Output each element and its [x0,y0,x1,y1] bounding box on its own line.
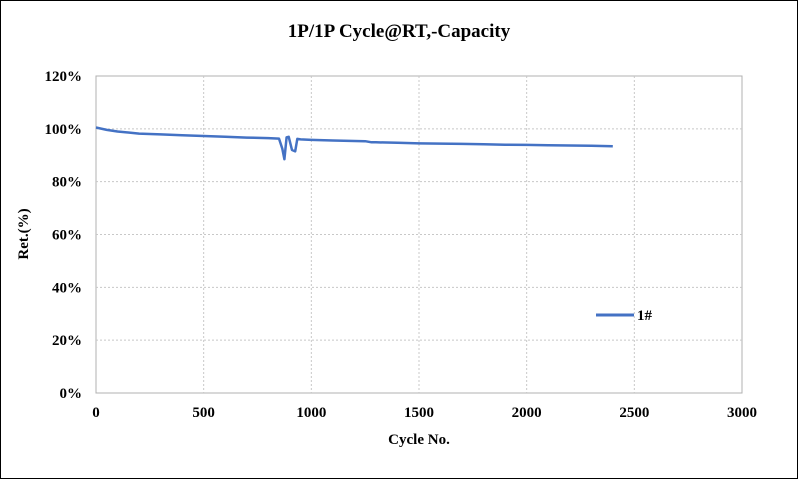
x-tick-label: 500 [192,405,215,421]
x-tick-label: 1500 [404,405,434,421]
y-axis-label: Ret.(%) [16,208,32,259]
x-tick-label: 0 [92,405,100,421]
x-tick-label: 2000 [512,405,542,421]
chart-title: 1P/1P Cycle@RT,-Capacity [288,21,511,42]
grid-lines [96,76,742,393]
y-tick-label: 0% [60,386,83,402]
x-tick-label: 3000 [727,405,757,421]
series-group [95,126,613,161]
x-tick-labels: 0 500 1000 1500 2000 2500 3000 [92,405,757,421]
y-tick-label: 80% [52,175,82,191]
y-tick-label: 100% [45,122,83,138]
y-tick-labels: 0% 20% 40% 60% 80% 100% 120% [45,69,83,402]
x-tick-label: 2500 [619,405,649,421]
y-tick-label: 120% [45,69,83,85]
x-tick-label: 1000 [296,405,326,421]
y-tick-label: 40% [52,280,82,296]
y-tick-label: 60% [52,228,82,244]
legend-label: 1# [637,308,653,324]
legend: 1# [596,308,653,324]
series-line [95,126,613,161]
y-tick-label: 20% [52,333,82,349]
x-axis-label: Cycle No. [388,432,450,448]
